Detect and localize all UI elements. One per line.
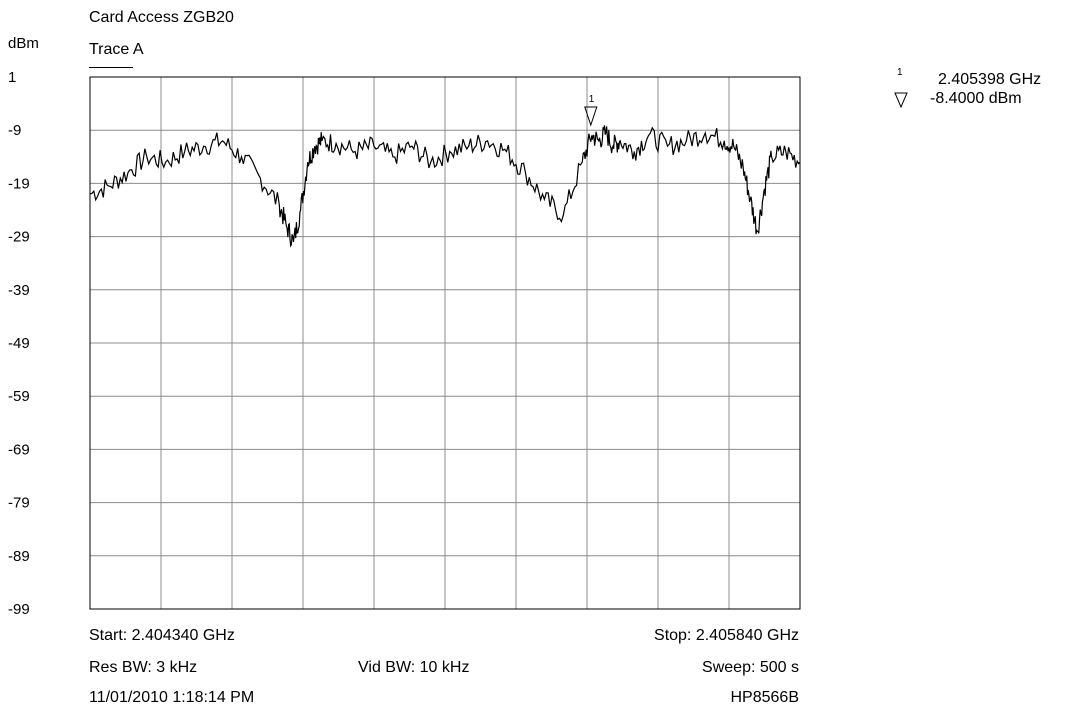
y-tick-label: -89: [8, 548, 30, 565]
marker-readout-number: 1: [897, 67, 903, 78]
start-frequency: Start: 2.404340 GHz: [89, 627, 235, 644]
sweep-time: Sweep: 500 s: [702, 659, 799, 676]
video-bandwidth: Vid BW: 10 kHz: [358, 659, 470, 676]
marker-readout-frequency: 2.405398 GHz: [938, 71, 1042, 88]
chart-title: Card Access ZGB20: [89, 9, 234, 26]
y-tick-label: -79: [8, 495, 30, 512]
stop-frequency: Stop: 2.405840 GHz: [654, 627, 799, 644]
y-tick-labels: 1 -9 -19 -29 -39 -49 -59 -69 -79 -89 -99: [8, 69, 30, 618]
trace-label-underline: [89, 67, 133, 68]
plot-frame: [89, 76, 801, 610]
y-tick-label: -59: [8, 388, 30, 405]
y-tick-label: -69: [8, 441, 30, 458]
y-tick-label: -99: [8, 601, 30, 618]
y-tick-label: -49: [8, 335, 30, 352]
marker-1: 1: [584, 94, 598, 127]
instrument-model: HP8566B: [730, 689, 800, 706]
marker-readout-level: -8.4000 dBm: [930, 90, 1022, 107]
trace-a-line: [89, 125, 801, 248]
plot-grid: [90, 77, 800, 609]
y-unit-label: dBm: [8, 35, 39, 52]
y-tick-label: -29: [8, 229, 30, 246]
trace-label: Trace A: [89, 41, 144, 58]
resolution-bandwidth: Res BW: 3 kHz: [89, 659, 198, 676]
marker-triangle-icon: [894, 92, 908, 109]
timestamp: 11/01/2010 1:18:14 PM: [89, 689, 255, 706]
marker-1-triangle: [584, 106, 598, 127]
marker-1-label: 1: [589, 94, 595, 105]
y-tick-label: 1: [8, 69, 16, 86]
y-tick-label: -9: [8, 122, 21, 139]
y-tick-label: -39: [8, 282, 30, 299]
y-tick-label: -19: [8, 175, 30, 192]
